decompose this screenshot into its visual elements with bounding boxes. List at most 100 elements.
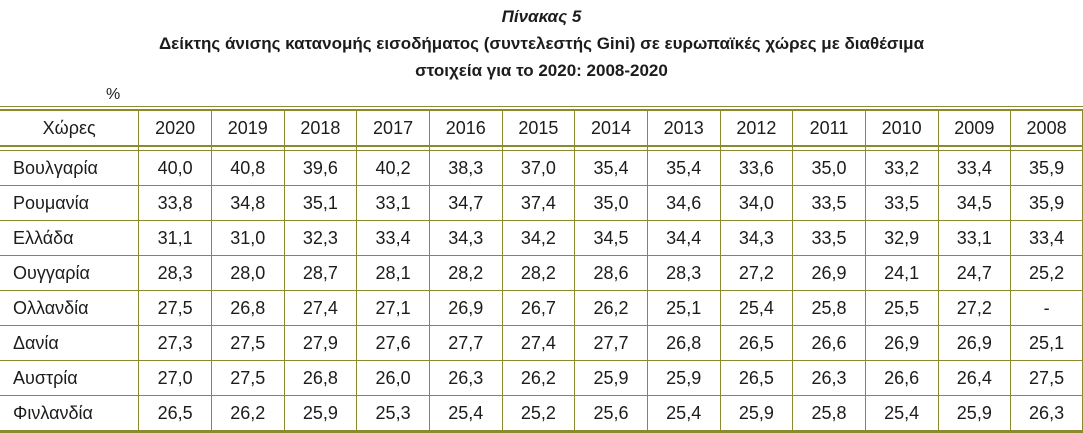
value-cell: 27,5 [210, 361, 284, 396]
value-cell: 35,9 [1010, 151, 1083, 186]
col-header-year: 2019 [210, 111, 284, 147]
value-cell: 26,2 [501, 361, 575, 396]
country-cell: Βουλγαρία [0, 151, 139, 186]
value-cell: 33,5 [792, 221, 865, 256]
value-cell: 35,0 [574, 186, 647, 221]
header-divider-cell [138, 147, 211, 151]
col-header-year: 2011 [792, 111, 865, 147]
value-cell: 28,2 [428, 256, 502, 291]
value-cell: 25,8 [792, 396, 865, 433]
header-divider-cell [937, 147, 1011, 151]
value-cell: 28,0 [210, 256, 284, 291]
value-cell: 34,3 [719, 221, 793, 256]
value-cell: 40,2 [356, 151, 429, 186]
header-divider-cell [210, 147, 284, 151]
value-cell: 25,9 [937, 396, 1011, 433]
col-header-year: 2016 [428, 111, 502, 147]
value-cell: 32,9 [864, 221, 938, 256]
value-cell: 26,6 [792, 326, 865, 361]
value-cell: 25,4 [428, 396, 502, 433]
value-cell: 32,3 [283, 221, 357, 256]
value-cell: 26,9 [792, 256, 865, 291]
header-divider-cell [792, 147, 865, 151]
value-cell: 27,2 [719, 256, 793, 291]
value-cell: 28,2 [501, 256, 575, 291]
value-cell: 28,1 [356, 256, 429, 291]
table-row: Ρουμανία 33,8 34,8 35,1 33,1 34,7 37,4 35,0 34,6… [0, 186, 1083, 221]
col-header-year: 2014 [574, 111, 647, 147]
value-cell: 27,4 [283, 291, 357, 326]
country-cell: Φινλανδία [0, 396, 139, 433]
col-header-year: 2017 [356, 111, 429, 147]
value-cell: 25,1 [646, 291, 720, 326]
value-cell: 26,4 [937, 361, 1011, 396]
value-cell: 28,3 [646, 256, 720, 291]
value-cell: 34,5 [574, 221, 647, 256]
value-cell: 25,6 [574, 396, 647, 433]
col-header-year: 2013 [646, 111, 720, 147]
value-cell: 28,3 [138, 256, 211, 291]
col-header-year: 2015 [501, 111, 575, 147]
table-row: Βουλγαρία 40,0 40,8 39,6 40,2 38,3 37,0 35,4 35,… [0, 151, 1083, 186]
table-row: Ελλάδα 31,1 31,0 32,3 33,4 34,3 34,2 34,5 34,4 34… [0, 221, 1083, 256]
header-divider-row [0, 147, 1083, 151]
value-cell: 25,9 [574, 361, 647, 396]
value-cell: 26,5 [719, 361, 793, 396]
value-cell: 27,3 [138, 326, 211, 361]
value-cell: 35,4 [646, 151, 720, 186]
value-cell: 26,7 [501, 291, 575, 326]
value-cell: 34,4 [646, 221, 720, 256]
value-cell: 26,9 [428, 291, 502, 326]
country-cell: Ελλάδα [0, 221, 139, 256]
table-row: Αυστρία 27,0 27,5 26,8 26,0 26,3 26,2 25,9 25,9 2… [0, 361, 1083, 396]
value-cell: 33,1 [937, 221, 1011, 256]
header-divider-cell [574, 147, 647, 151]
value-cell: 34,0 [719, 186, 793, 221]
value-cell: 25,2 [501, 396, 575, 433]
value-cell: 33,4 [1010, 221, 1083, 256]
header-divider-cell [283, 147, 357, 151]
value-cell: 33,5 [792, 186, 865, 221]
value-cell: 26,3 [792, 361, 865, 396]
value-cell: 31,0 [210, 221, 284, 256]
value-cell: 25,3 [356, 396, 429, 433]
table-row: Δανία 27,3 27,5 27,9 27,6 27,7 27,4 27,7 26,8 26,… [0, 326, 1083, 361]
table-row: Φινλανδία 26,5 26,2 25,9 25,3 25,4 25,2 25,6 25,… [0, 396, 1083, 433]
value-cell: 26,6 [864, 361, 938, 396]
country-cell: Ουγγαρία [0, 256, 139, 291]
value-cell: 27,4 [501, 326, 575, 361]
country-cell: Αυστρία [0, 361, 139, 396]
value-cell: 38,3 [428, 151, 502, 186]
value-cell: 37,4 [501, 186, 575, 221]
header-divider-cell [356, 147, 429, 151]
value-cell: 37,0 [501, 151, 575, 186]
col-header-year: 2010 [864, 111, 938, 147]
col-header-year: 2009 [937, 111, 1011, 147]
value-cell: 34,8 [210, 186, 284, 221]
value-cell: 25,9 [283, 396, 357, 433]
value-cell: 27,0 [138, 361, 211, 396]
country-cell: Ρουμανία [0, 186, 139, 221]
value-cell: 35,4 [574, 151, 647, 186]
value-cell: 28,6 [574, 256, 647, 291]
value-cell: 26,9 [937, 326, 1011, 361]
value-cell: 26,2 [574, 291, 647, 326]
value-cell: 33,8 [138, 186, 211, 221]
table-row: Ουγγαρία 28,3 28,0 28,7 28,1 28,2 28,2 28,6 28,3… [0, 256, 1083, 291]
header-divider-cell [646, 147, 720, 151]
header-divider-cell [719, 147, 793, 151]
value-cell: 25,1 [1010, 326, 1083, 361]
value-cell: 27,2 [937, 291, 1011, 326]
value-cell: 33,6 [719, 151, 793, 186]
col-header-year: 2020 [138, 111, 211, 147]
table-title-line1: Δείκτης άνισης κατανομής εισοδήματος (συ… [158, 34, 925, 53]
country-cell: Ολλανδία [0, 291, 139, 326]
value-cell: 26,5 [719, 326, 793, 361]
value-cell: 34,7 [428, 186, 502, 221]
value-cell: 34,6 [646, 186, 720, 221]
col-header-year: 2018 [283, 111, 357, 147]
value-cell: 26,0 [356, 361, 429, 396]
value-cell: 34,2 [501, 221, 575, 256]
table-caption: Πίνακας 5 [501, 7, 582, 26]
value-cell: 33,1 [356, 186, 429, 221]
